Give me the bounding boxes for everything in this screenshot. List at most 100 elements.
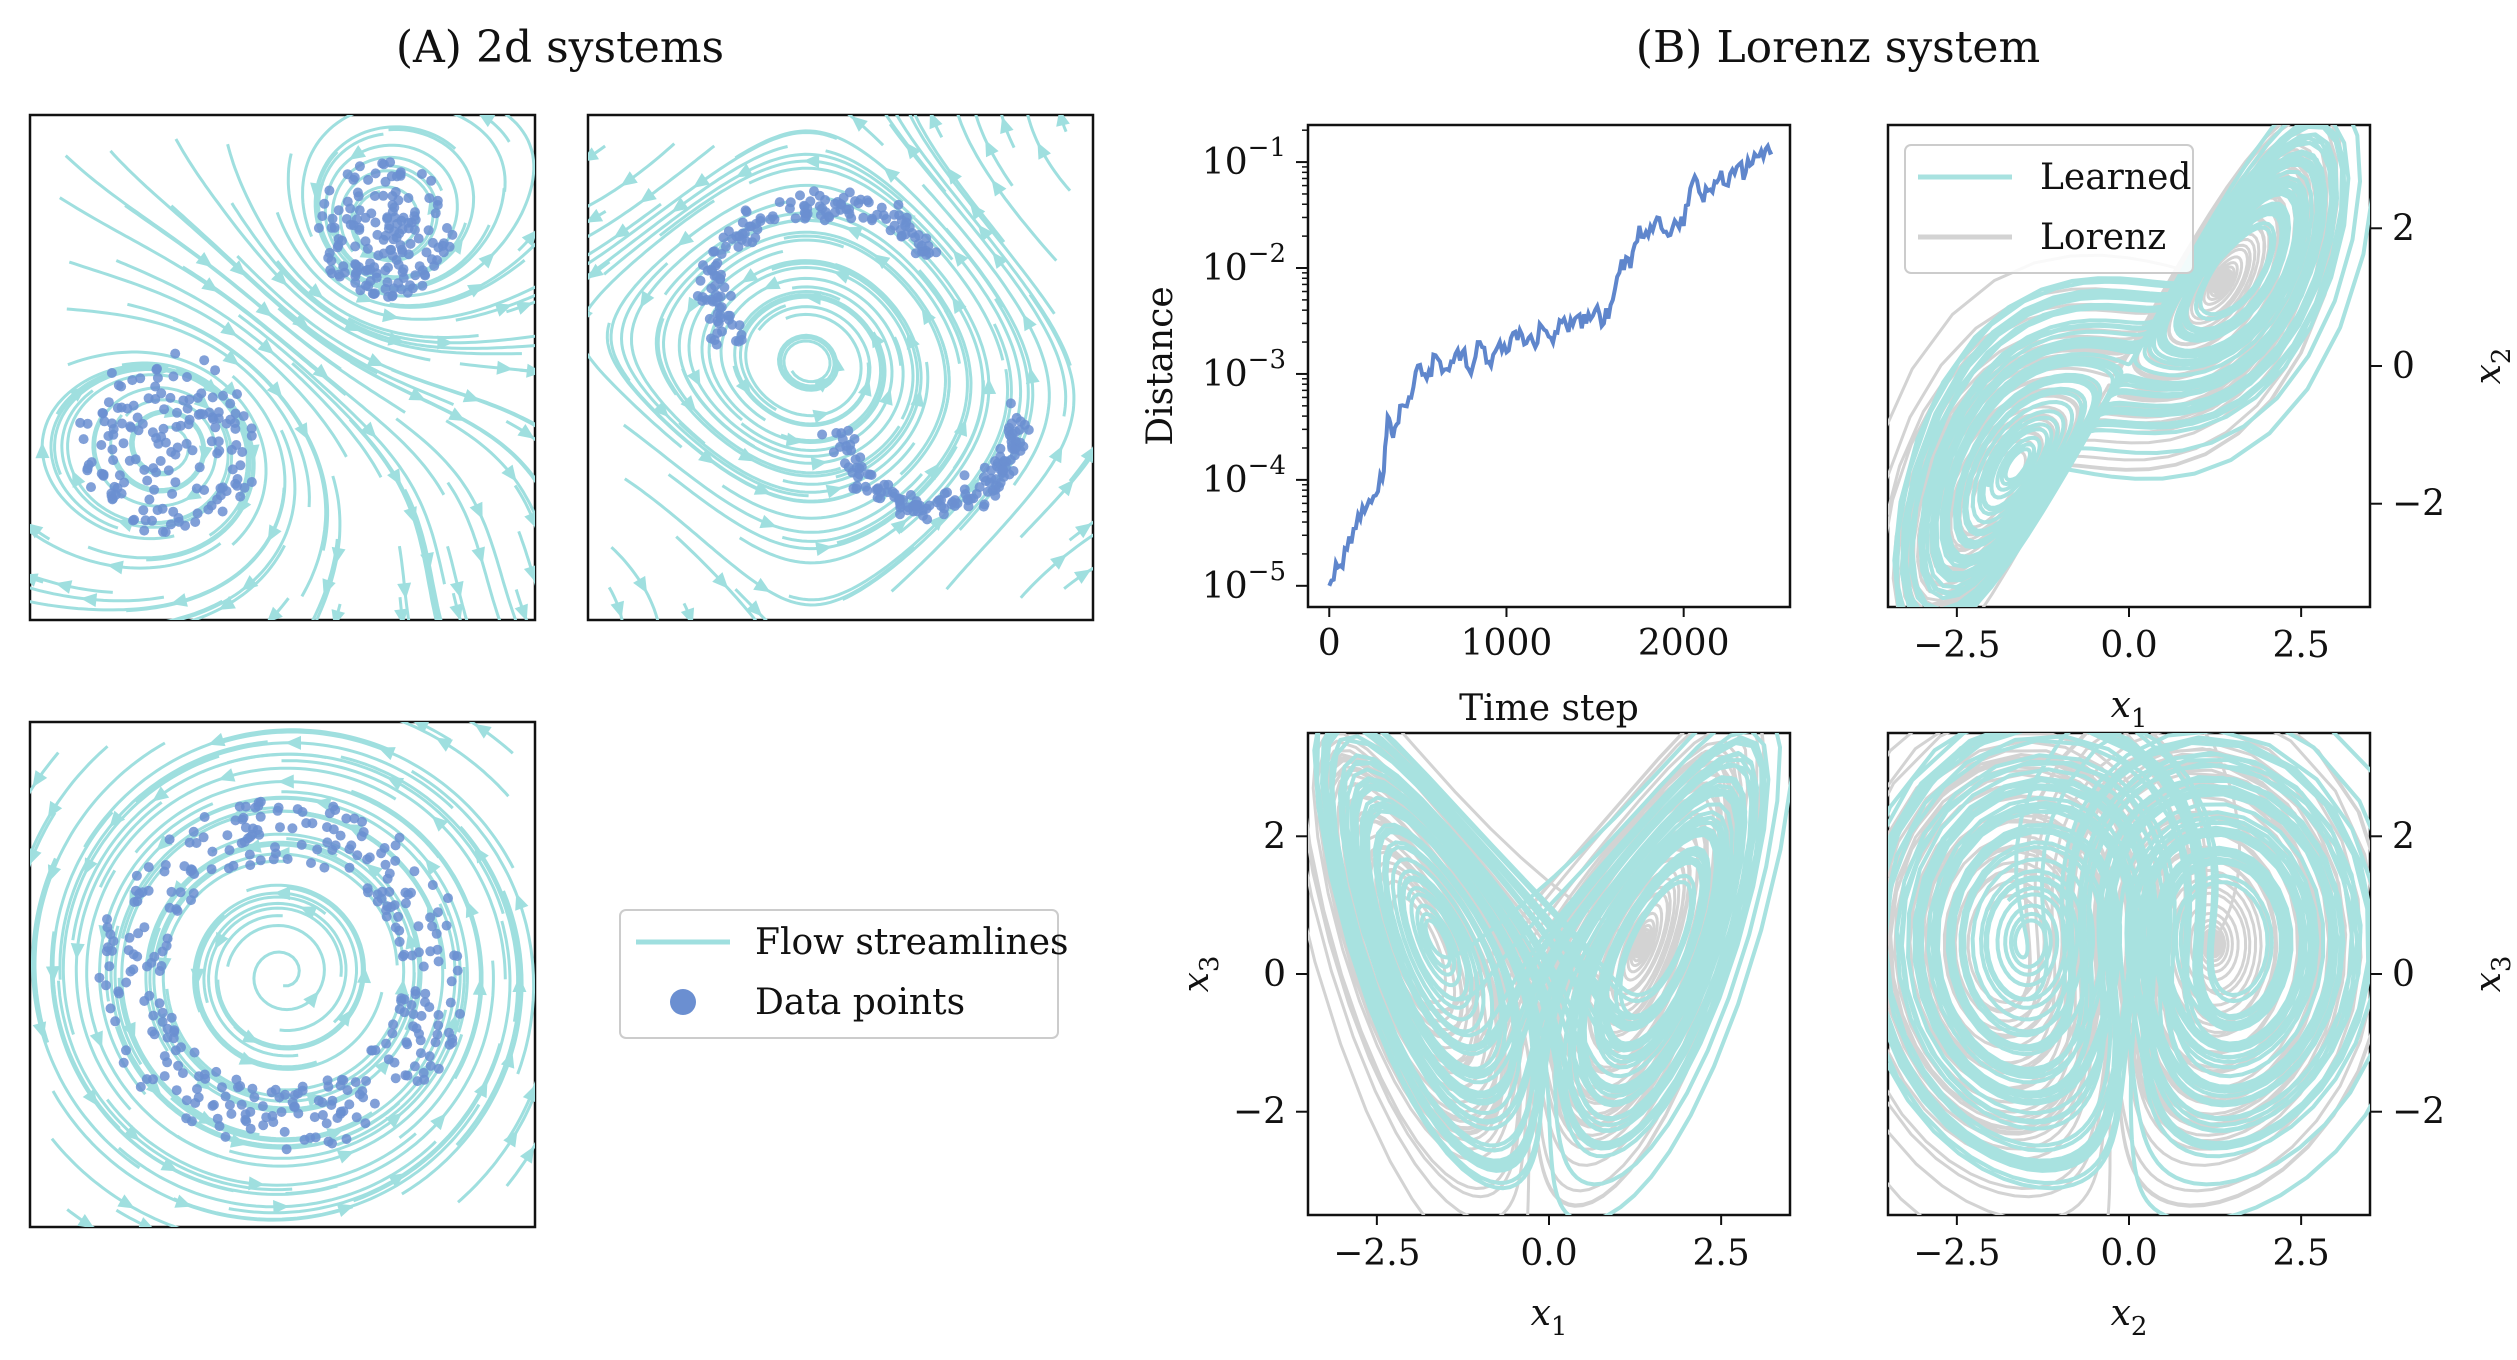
- data-point: [430, 1037, 441, 1048]
- data-point: [154, 966, 165, 976]
- flow-arrow-icon: [952, 296, 967, 314]
- legend-points-label: Data points: [755, 982, 965, 1023]
- y-axis-label: x2: [2468, 348, 2517, 385]
- data-point: [172, 905, 183, 916]
- data-point: [116, 402, 127, 413]
- axes-frame: [28, 113, 537, 622]
- data-point: [249, 1092, 260, 1103]
- flow-arrow-icon: [47, 864, 62, 882]
- data-point: [350, 271, 361, 282]
- data-point: [938, 509, 949, 520]
- distance-line: [1327, 141, 1774, 587]
- data-point: [143, 862, 154, 873]
- data-point: [734, 320, 745, 331]
- data-point: [220, 1091, 231, 1102]
- flow-arrow-icon: [494, 303, 513, 317]
- data-point: [895, 509, 905, 520]
- flow-arrow-icon: [905, 142, 921, 160]
- flow-arrow-icon: [952, 250, 969, 267]
- flow-arrow-icon: [266, 606, 283, 620]
- data-point: [913, 230, 924, 240]
- flow-arrow-icon: [220, 321, 238, 337]
- flow-arrow-icon: [310, 182, 325, 200]
- data-point: [164, 834, 175, 845]
- data-point: [323, 1136, 334, 1147]
- data-points: [75, 157, 458, 537]
- data-point: [287, 823, 298, 834]
- data-point: [133, 425, 144, 436]
- data-point: [407, 950, 418, 961]
- x-tick-label: 2.5: [1693, 1233, 1750, 1274]
- data-point: [380, 859, 391, 870]
- flow-arrow-icon: [515, 893, 529, 911]
- flow-arrow-icon: [921, 307, 936, 326]
- data-point: [795, 190, 805, 201]
- data-point: [387, 250, 398, 261]
- data-point: [990, 456, 1000, 467]
- data-point: [443, 893, 453, 904]
- data-point: [238, 411, 249, 422]
- flow-arrow-icon: [271, 269, 288, 286]
- y-tick-label: 10−5: [1202, 557, 1286, 607]
- data-point: [395, 170, 406, 181]
- flow-arrow-icon: [686, 369, 701, 387]
- flow-arrow-icon: [813, 376, 831, 393]
- learned-trajectory: [1892, 125, 2370, 607]
- flow-arrow-icon: [879, 388, 893, 406]
- data-point: [990, 474, 1001, 485]
- data-point: [99, 416, 110, 427]
- data-point: [1015, 445, 1026, 456]
- data-point: [246, 423, 257, 434]
- data-point: [106, 368, 117, 378]
- x-axis-label: Time step: [1459, 688, 1639, 729]
- data-point: [261, 1112, 272, 1123]
- streamline: [301, 115, 507, 238]
- flow-arrow-icon: [906, 332, 920, 350]
- flow-arrow-icon: [89, 1030, 103, 1048]
- data-point: [704, 313, 715, 324]
- data-point: [851, 462, 862, 473]
- flow-arrow-icon: [267, 524, 282, 542]
- data-point: [230, 423, 241, 434]
- data-point: [82, 463, 93, 474]
- flow-arrow-icon: [810, 456, 828, 471]
- data-point: [418, 961, 429, 972]
- data-point: [433, 1020, 444, 1031]
- data-point: [102, 922, 113, 933]
- data-point: [858, 212, 869, 223]
- data-point: [413, 921, 424, 932]
- flow-arrow-icon: [277, 774, 294, 789]
- flow-arrow-icon: [759, 514, 777, 529]
- data-point: [292, 1088, 303, 1099]
- data-point: [872, 209, 883, 220]
- data-point: [181, 1095, 192, 1106]
- data-point: [396, 284, 407, 295]
- data-point: [445, 997, 456, 1008]
- data-point: [149, 484, 160, 495]
- data-point: [351, 1112, 362, 1123]
- data-point: [420, 270, 431, 281]
- data-point: [192, 1084, 202, 1094]
- data-point: [426, 175, 437, 186]
- flow-arrow-icon: [244, 839, 262, 853]
- flow-arrow-icon: [712, 572, 729, 589]
- data-point: [224, 845, 235, 856]
- data-point: [195, 408, 206, 419]
- data-point: [245, 1123, 256, 1134]
- data-point: [380, 230, 391, 241]
- data-point: [386, 171, 397, 182]
- data-point: [184, 394, 195, 405]
- flow-arrow-icon: [471, 546, 485, 564]
- trajectories: [1888, 733, 2370, 1215]
- data-point: [224, 1100, 235, 1110]
- y-tick-label: 10−1: [1202, 133, 1286, 183]
- data-point: [430, 208, 441, 219]
- data-point: [399, 949, 410, 960]
- data-point: [213, 407, 224, 418]
- data-point: [396, 244, 407, 255]
- flow-arrow-icon: [1075, 523, 1093, 539]
- flow-arrow-icon: [652, 401, 669, 418]
- data-point: [774, 197, 785, 208]
- data-point: [427, 921, 438, 932]
- data-point: [432, 1029, 443, 1040]
